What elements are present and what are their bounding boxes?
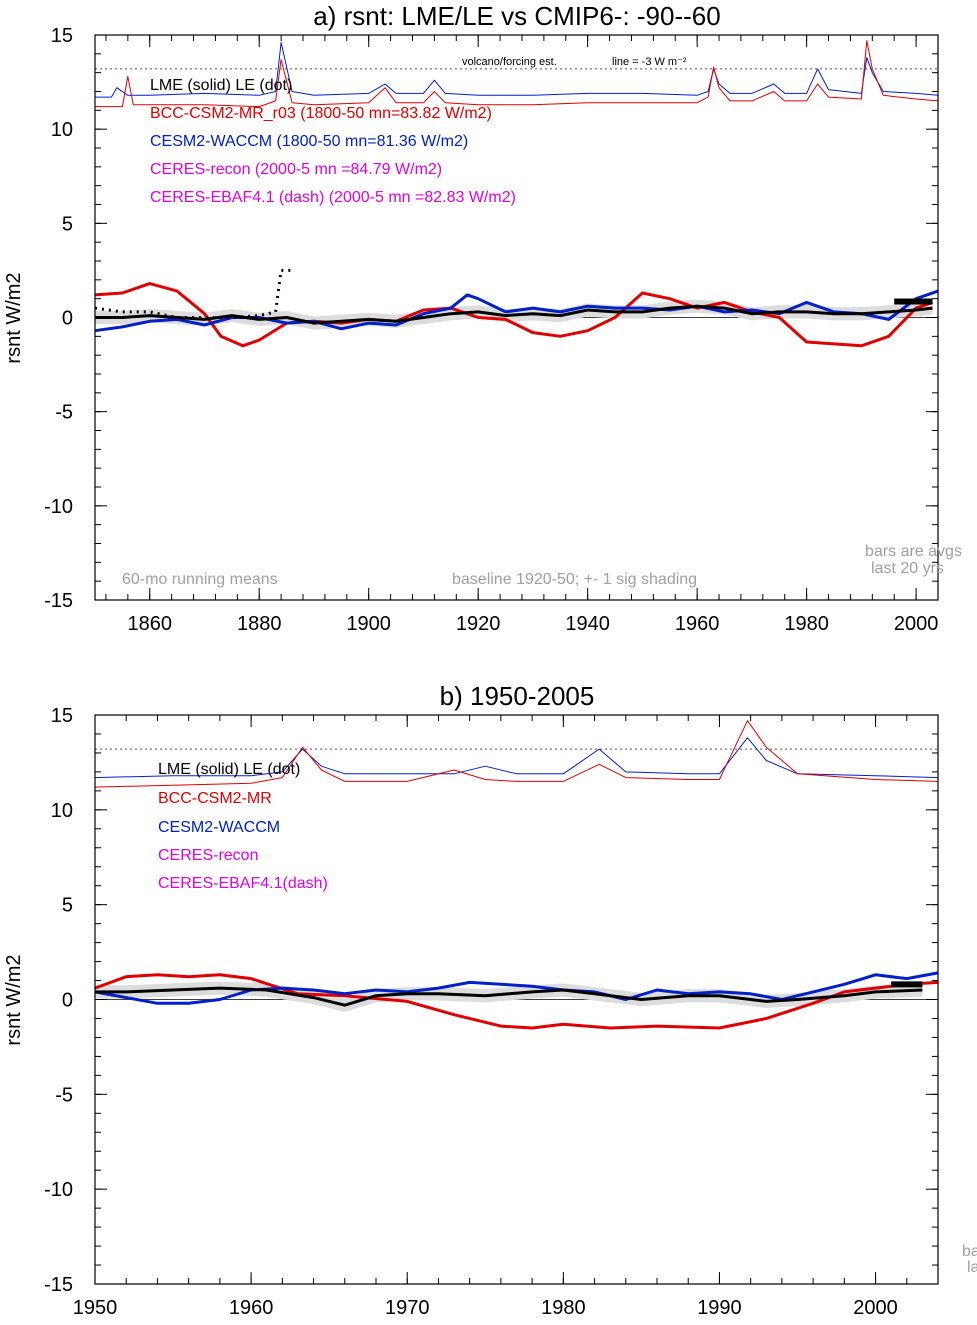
x-tick-label-b: 1980 [541, 1297, 586, 1319]
plot-area-a: 1860 1880 1900 1920 1940 1960 1980 2000 15 10 5 0 -5… [44, 25, 939, 635]
y-tick-label-b: -15 [44, 1274, 73, 1296]
panel-b: 1950 1960 1970 1980 1990 2000 15 10 5 0 -5 -10 -15 b… [3, 681, 977, 1319]
y-tick-label-a: 10 [51, 119, 73, 141]
x-tick-label-b: 1970 [385, 1297, 430, 1319]
y-tick-label-b: 15 [51, 705, 73, 727]
legend-b-ceres-ebaf: CERES-EBAF4.1(dash) [158, 875, 328, 892]
volcano-note: volcano/forcing est. [462, 56, 557, 68]
x-tick-label-a: 1920 [456, 613, 501, 635]
y-tick-label-b: -10 [44, 1179, 73, 1201]
legend-a-lme-le: LME (solid) LE (dot) [150, 77, 292, 94]
legend-a-cesm2: CESM2-WACCM (1800-50 mn=81.36 W/m2) [150, 133, 468, 150]
x-tick-label-b: 1990 [697, 1297, 742, 1319]
y-tick-label-a: -15 [44, 590, 73, 612]
legend-b-ceres-recon: CERES-recon [158, 847, 258, 864]
y-tick-label-b: 10 [51, 800, 73, 822]
plot-area-b: 1950 1960 1970 1980 1990 2000 15 10 5 0 -5 -10 -15 [44, 705, 939, 1319]
x-tick-label-b: 1960 [229, 1297, 274, 1319]
sigma-shading-b [95, 981, 923, 1012]
legend-b-lme-le: LME (solid) LE (dot) [158, 761, 300, 778]
y-tick-label-b: -5 [55, 1084, 73, 1106]
running-mean-note: 60-mo running means [122, 571, 278, 588]
y-tick-label-a: 5 [62, 213, 73, 235]
bars-note-b-line2: la [967, 1259, 977, 1276]
x-tick-label-a: 1980 [784, 613, 829, 635]
x-tick-label-a: 1860 [127, 613, 172, 635]
x-tick-label-a: 1880 [237, 613, 282, 635]
x-tick-label-a: 1960 [675, 613, 720, 635]
series-bcc-csm2-mr-forcing-a [95, 40, 939, 108]
legend-b-bcc: BCC-CSM2-MR [158, 790, 272, 807]
y-tick-label-b: 5 [62, 895, 73, 917]
panel-b-title: b) 1950-2005 [440, 681, 595, 711]
bars-note-b-line1: ba [962, 1243, 977, 1260]
x-tick-label-a: 2000 [894, 613, 939, 635]
y-tick-label-a: -5 [55, 402, 73, 424]
panel-b-ylabel: rsnt W/m2 [3, 954, 25, 1045]
y-tick-label-a: -10 [44, 496, 73, 518]
x-tick-label-a: 1900 [346, 613, 391, 635]
legend-a-ceres-ebaf: CERES-EBAF4.1 (dash) (2000-5 mn =82.83 W… [150, 189, 516, 206]
series-cesm2-waccm-forcing-a [95, 42, 939, 98]
series-cesm2-waccm-b [94, 971, 939, 1005]
line-note: line = -3 W m⁻² [612, 56, 687, 68]
series-bcc-csm2-mr-r03-a [94, 282, 933, 348]
series-lme-a [95, 304, 933, 325]
x-tick-label-b: 1950 [73, 1297, 118, 1319]
y-tick-label-a: 15 [51, 25, 73, 47]
series-le-a [94, 268, 293, 319]
x-tick-label-a: 1940 [565, 613, 610, 635]
bars-note-line1: bars are avgs [865, 543, 962, 560]
y-tick-label-b: 0 [62, 990, 73, 1012]
series-cesm2-waccm-forcing-b [94, 737, 939, 779]
baseline-note: baseline 1920-50; +- 1 sig shading [452, 571, 697, 588]
legend-a-bcc: BCC-CSM2-MR_r03 (1800-50 mn=83.82 W/m2) [150, 105, 492, 122]
panel-a: 1860 1880 1900 1920 1940 1960 1980 2000 15 10 5 0 -5… [3, 1, 962, 635]
panel-a-title: a) rsnt: LME/LE vs CMIP6-: -90--60 [313, 1, 720, 31]
bars-note-line2: last 20 yrs [871, 560, 944, 577]
legend-b-cesm2: CESM2-WACCM [158, 819, 280, 836]
series-bcc-csm2-mr-forcing-b [94, 720, 939, 788]
series-lme-b [95, 986, 923, 1007]
x-tick-label-b: 2000 [853, 1297, 898, 1319]
y-tick-label-a: 0 [62, 308, 73, 330]
panel-a-ylabel: rsnt W/m2 [3, 272, 25, 363]
legend-a-ceres-recon: CERES-recon (2000-5 mn =84.79 W/m2) [150, 161, 442, 178]
